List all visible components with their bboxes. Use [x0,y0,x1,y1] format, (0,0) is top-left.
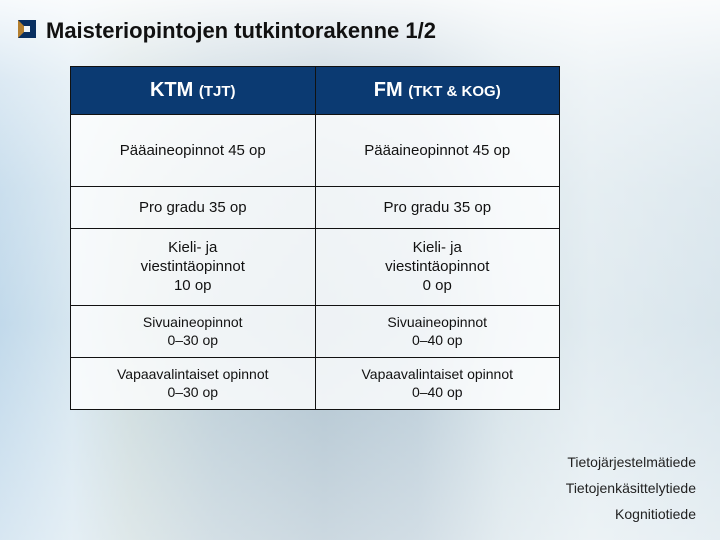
table-cell: Pro gradu 35 op [71,187,316,229]
table-cell: Pro gradu 35 op [315,187,560,229]
footer-links: Tietojärjestelmätiede Tietojenkäsittelyt… [566,444,696,522]
table-cell: Sivuaineopinnot0–40 op [315,306,560,358]
header-col1: KTM (TJT) [71,67,316,115]
header-col2-sub: (TKT & KOG) [408,83,500,100]
table-cell: Kieli- javiestintäopinnot10 op [71,229,316,306]
table-cell: Sivuaineopinnot0–30 op [71,306,316,358]
table-header-row: KTM (TJT) FM (TKT & KOG) [71,67,560,115]
table-cell: Pääaineopinnot 45 op [71,115,316,187]
table-row: Pääaineopinnot 45 opPääaineopinnot 45 op [71,115,560,187]
header-col2-main: FM [374,79,403,101]
table-row: Kieli- javiestintäopinnot10 opKieli- jav… [71,229,560,306]
header-col1-main: KTM [150,79,193,101]
slide: Maisteriopintojen tutkintorakenne 1/2 KT… [0,0,720,540]
table-row: Sivuaineopinnot0–30 opSivuaineopinnot0–4… [71,306,560,358]
title-bullet-icon [18,20,36,38]
table-cell: Pääaineopinnot 45 op [315,115,560,187]
table-row: Vapaavalintaiset opinnot0–30 opVapaavali… [71,358,560,410]
footer-line: Tietojenkäsittelytiede [566,480,696,496]
degree-table: KTM (TJT) FM (TKT & KOG) Pääaineopinnot … [70,66,560,410]
table-row: Pro gradu 35 opPro gradu 35 op [71,187,560,229]
footer-line: Tietojärjestelmätiede [566,454,696,470]
slide-title: Maisteriopintojen tutkintorakenne 1/2 [46,18,436,44]
table-cell: Kieli- javiestintäopinnot0 op [315,229,560,306]
structure-table: KTM (TJT) FM (TKT & KOG) Pääaineopinnot … [70,66,560,410]
table-cell: Vapaavalintaiset opinnot0–40 op [315,358,560,410]
table-cell: Vapaavalintaiset opinnot0–30 op [71,358,316,410]
footer-line: Kognitiotiede [566,506,696,522]
header-col2: FM (TKT & KOG) [315,67,560,115]
header-col1-sub: (TJT) [199,83,236,100]
